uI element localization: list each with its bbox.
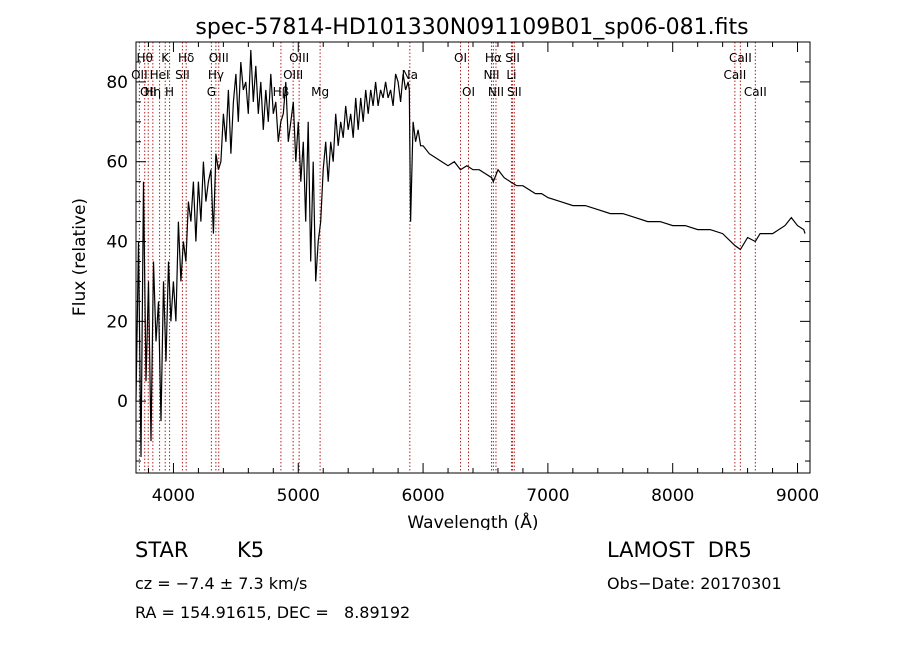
line-marker-label: CaII [723, 68, 746, 82]
line-markers [138, 42, 756, 473]
line-marker-label: OIII [209, 51, 229, 65]
spectrum-chart: spec-57814-HD101330N091109B01_sp06-081.f… [70, 15, 819, 530]
line-marker-label: Hθ [137, 51, 153, 65]
line-marker-label: OI [454, 51, 467, 65]
y-axis-ticks: 0 20 40 60 80 [106, 61, 810, 462]
line-marker-label: Mg [311, 85, 329, 99]
chart-title: spec-57814-HD101330N091109B01_sp06-081.f… [195, 15, 748, 40]
line-marker-label: Hγ [208, 68, 224, 82]
y-tick-label: 0 [117, 392, 128, 412]
line-marker-label: OII [131, 68, 148, 82]
x-axis-ticks: 4000 5000 6000 7000 8000 9000 [147, 42, 819, 506]
x-tick-label: 6000 [401, 486, 444, 506]
x-tick-label: 8000 [651, 486, 694, 506]
x-tick-label: 4000 [152, 486, 195, 506]
survey-name: LAMOST DR5 [607, 538, 752, 562]
y-tick-label: 40 [106, 233, 128, 253]
line-marker-label: SII [505, 51, 520, 65]
line-marker-label: HeI [150, 68, 170, 82]
line-marker-label: Hη [145, 85, 162, 99]
y-axis-label: Flux (relative) [70, 198, 90, 316]
line-marker-label: K [161, 51, 170, 65]
line-marker-label: CaII [729, 51, 752, 65]
line-marker-label: Na [402, 68, 418, 82]
line-marker-label: NII [488, 85, 504, 99]
x-axis-label: Wavelength (Å) [407, 511, 538, 530]
line-marker-label: Hα [485, 51, 502, 65]
x-tick-label: 7000 [526, 486, 569, 506]
line-marker-label: CaII [744, 85, 767, 99]
redshift-cz: cz = −7.4 ± 7.3 km/s [135, 574, 308, 593]
object-class: STAR [135, 538, 189, 562]
x-tick-label: 5000 [277, 486, 320, 506]
observation-date: Obs−Date: 20170301 [607, 574, 782, 593]
y-tick-label: 80 [106, 73, 128, 93]
line-marker-label: Hδ [178, 51, 194, 65]
line-marker-label: Li [506, 68, 516, 82]
coordinates: RA = 154.91615, DEC = 8.89192 [135, 603, 411, 622]
line-marker-label: G [207, 85, 216, 99]
x-tick-label: 9000 [776, 486, 819, 506]
line-marker-label: H [165, 85, 174, 99]
object-subclass: K5 [237, 538, 265, 562]
y-tick-label: 20 [106, 312, 128, 332]
line-marker-labels: OIIHθOIIHηHeIKHSIIHδGHγOIIIHβOIIIOIIIMgN… [131, 51, 767, 99]
line-marker-label: OIII [289, 51, 309, 65]
line-marker-label: SII [507, 85, 522, 99]
y-tick-label: 60 [106, 153, 128, 173]
line-marker-label: OIII [283, 68, 303, 82]
spectrum-line [135, 49, 806, 458]
line-marker-label: OI [462, 85, 475, 99]
line-marker-label: OII [140, 85, 157, 99]
line-marker-label: NII [483, 68, 499, 82]
line-marker-label: SII [175, 68, 190, 82]
